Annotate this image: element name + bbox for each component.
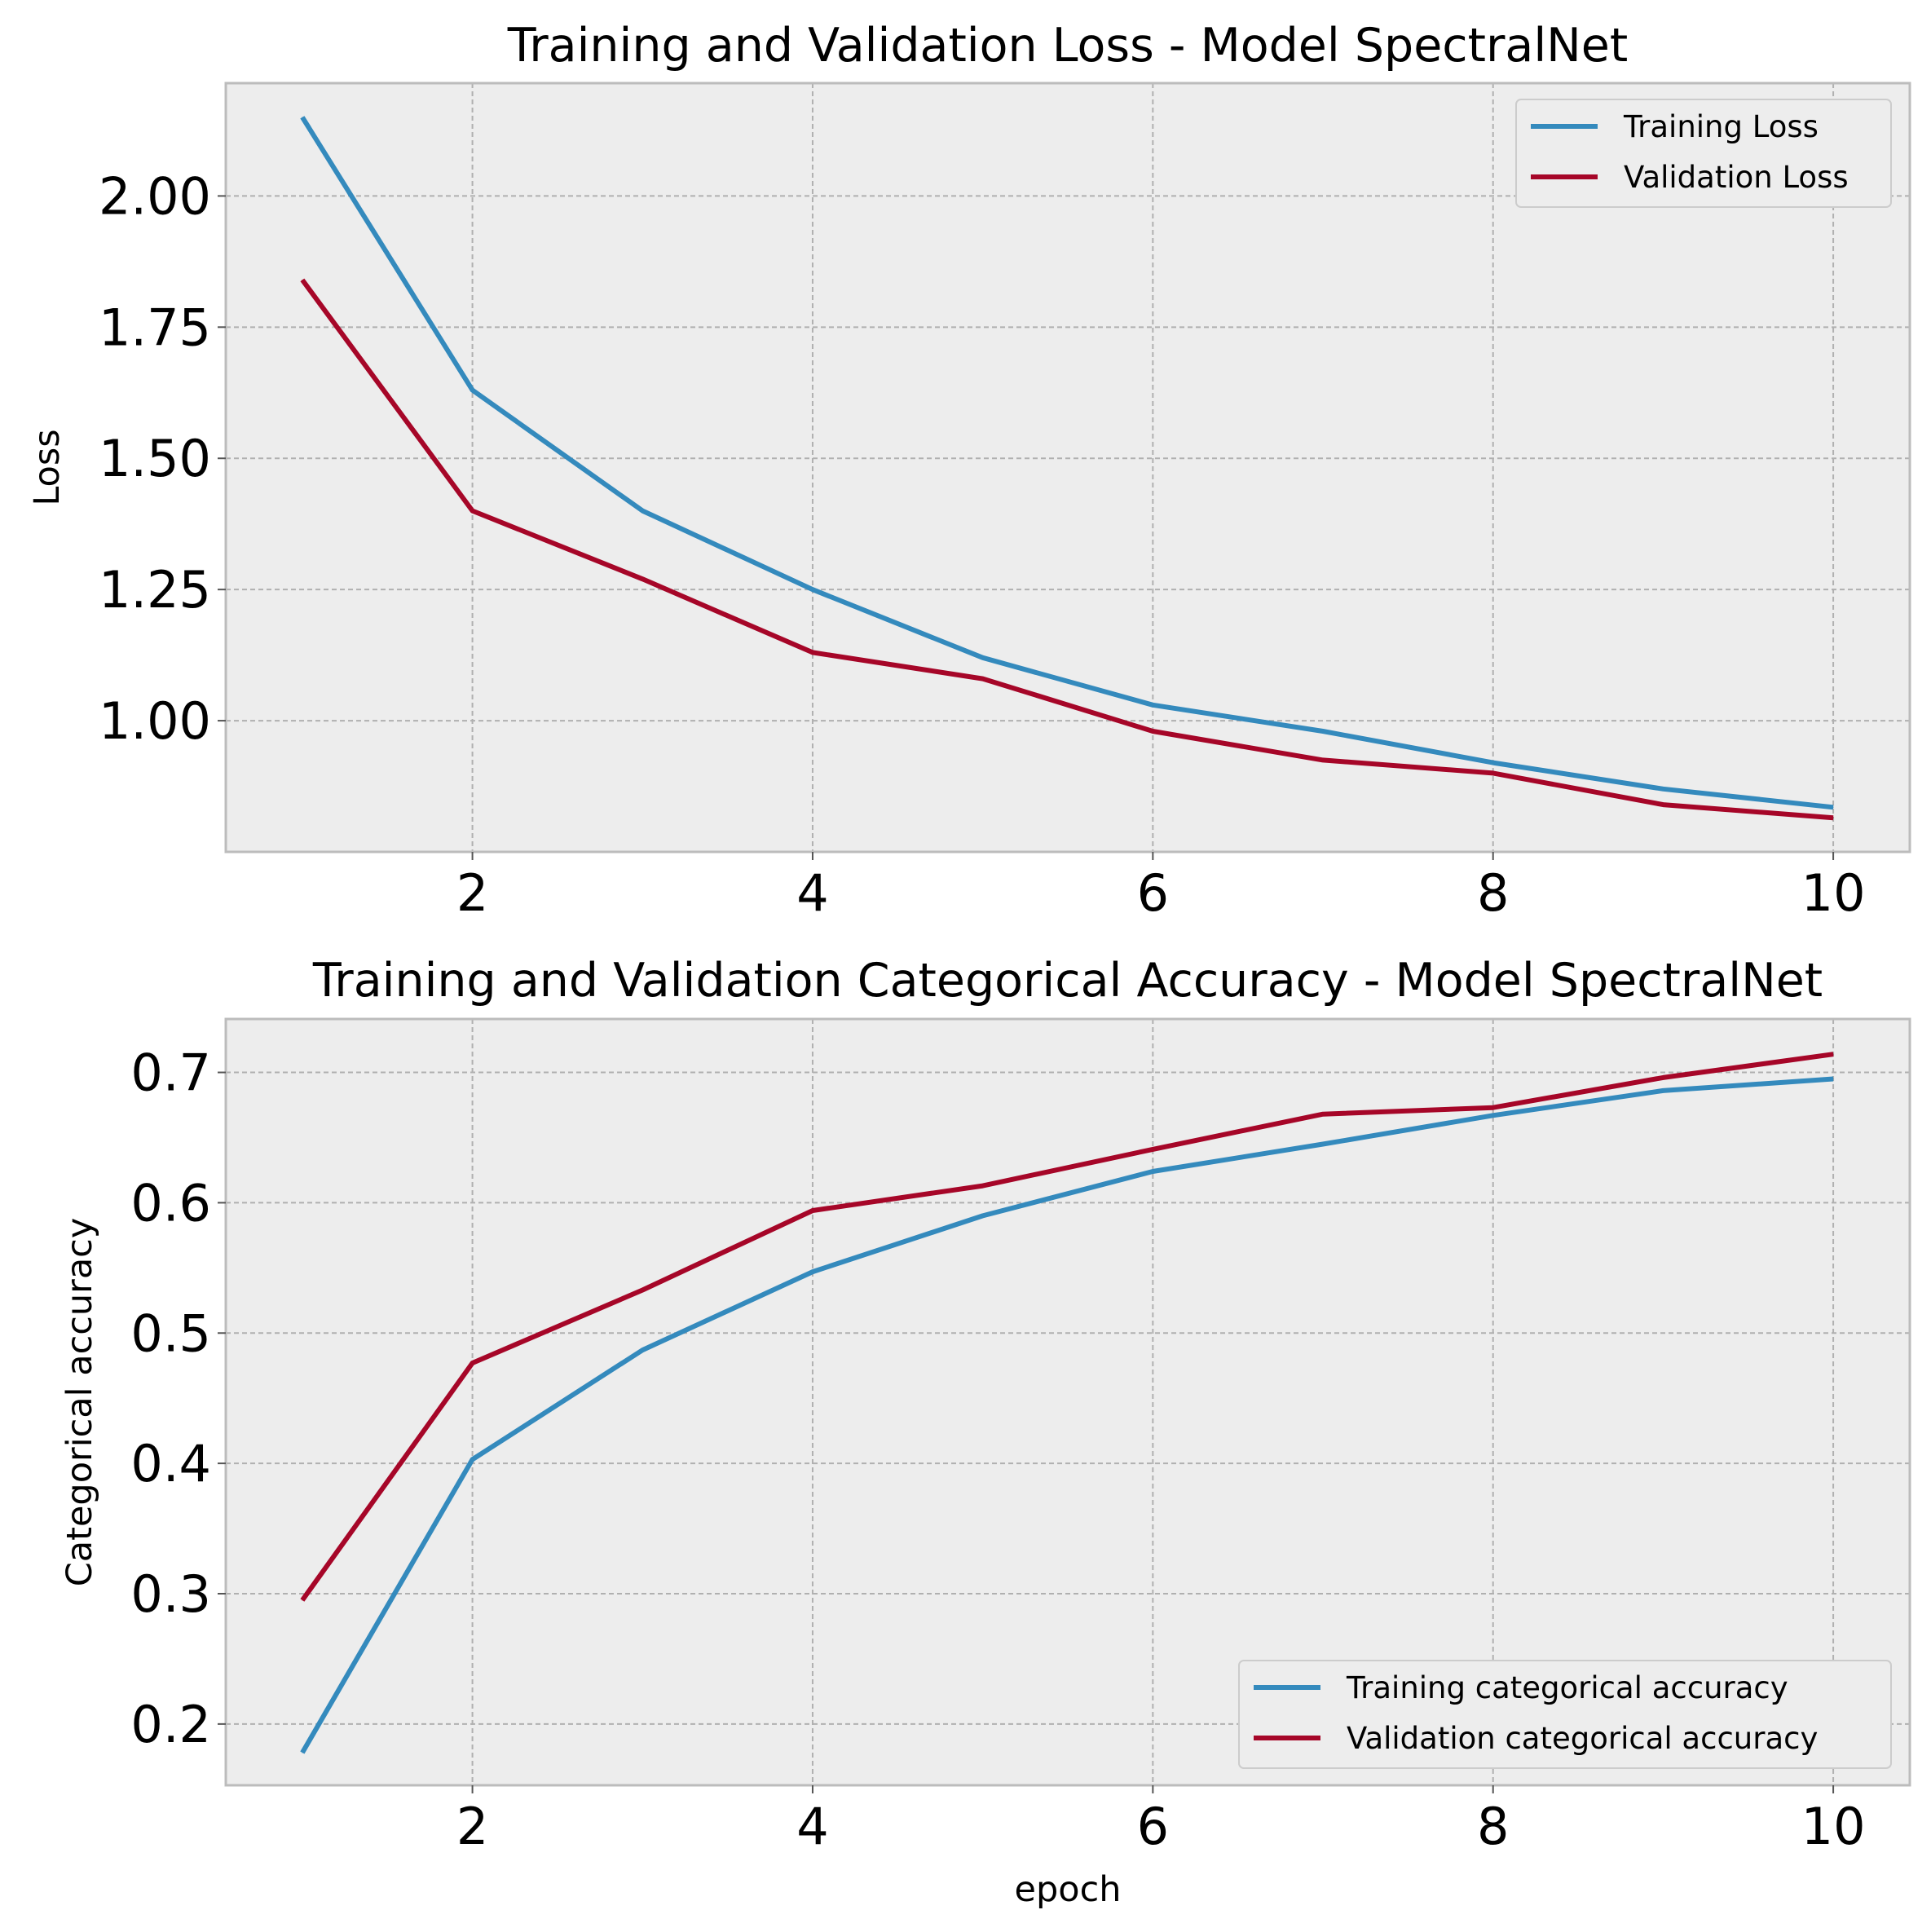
loss-data-point-validation (982, 678, 984, 680)
loss-legend-label: Validation Loss (1624, 160, 1849, 195)
loss-data-point-training (641, 510, 643, 512)
loss-data-point-training (1832, 806, 1834, 808)
accuracy-data-point-training (982, 1215, 984, 1216)
loss-data-point-training (1662, 788, 1664, 790)
loss-chart: 2 4 6 8 10 1.00 1.25 1.50 1.75 2.00 Training and V… (27, 19, 1911, 923)
accuracy-data-point-validation (472, 1362, 474, 1364)
accuracy-series-line-training (300, 1076, 1834, 1754)
accuracy-y-tick-label: 0.3 (130, 1564, 211, 1624)
accuracy-x-tick-label: 4 (796, 1797, 828, 1856)
accuracy-chart: 2 4 6 8 10 0.2 0.3 0.4 0.5 0.6 0.7 Training and Val… (60, 954, 1911, 1910)
accuracy-data-point-training (1832, 1078, 1834, 1080)
accuracy-data-point-validation (1832, 1053, 1834, 1055)
accuracy-legend-box (1238, 1660, 1892, 1769)
accuracy-y-tick-label: 0.7 (130, 1043, 211, 1103)
loss-chart-title: Training and Validation Loss - Model Spe… (507, 19, 1628, 73)
accuracy-data-point-training (812, 1271, 813, 1273)
loss-data-point-training (982, 657, 984, 659)
loss-y-tick-label: 2.00 (99, 166, 211, 226)
loss-frame (224, 82, 1911, 854)
loss-y-tick-label: 1.25 (99, 560, 211, 620)
accuracy-legend-label: Validation categorical accuracy (1347, 1721, 1818, 1756)
loss-data-point-training (1492, 762, 1494, 764)
accuracy-y-tick-label: 0.5 (130, 1303, 211, 1363)
loss-data-point-validation (472, 510, 474, 512)
loss-data-point-training (812, 589, 813, 590)
accuracy-y-tick-label: 0.4 (130, 1434, 211, 1493)
accuracy-y-tick-label: 0.2 (130, 1695, 211, 1754)
accuracy-y-tick-label: 0.6 (130, 1173, 211, 1233)
accuracy-data-point-training (1492, 1114, 1494, 1116)
accuracy-frame (224, 1017, 1911, 1787)
loss-data-point-validation (1322, 759, 1324, 761)
loss-x-tick-label: 8 (1477, 863, 1509, 923)
loss-x-tick-label: 6 (1137, 863, 1169, 923)
accuracy-legend-label: Training categorical accuracy (1346, 1670, 1788, 1705)
loss-series-line-training (300, 116, 1834, 810)
loss-legend-label: Training Loss (1623, 109, 1819, 144)
loss-x-tick-label: 10 (1801, 863, 1866, 923)
accuracy-data-point-training (472, 1458, 474, 1460)
accuracy-data-point-validation (1492, 1107, 1494, 1109)
accuracy-plot-area (226, 1019, 1910, 1785)
accuracy-series-line-validation (300, 1052, 1834, 1602)
accuracy-y-axis-label: Categorical accuracy (60, 1218, 100, 1587)
accuracy-data-point-validation (1662, 1077, 1664, 1078)
accuracy-data-point-validation (982, 1185, 984, 1187)
accuracy-data-point-training (1662, 1090, 1664, 1092)
loss-series-line-validation (300, 278, 1834, 821)
loss-x-tick-label: 2 (456, 863, 488, 923)
loss-y-tick-label: 1.75 (99, 298, 211, 357)
accuracy-x-tick-label: 6 (1137, 1797, 1169, 1856)
accuracy-x-tick-label: 8 (1477, 1797, 1509, 1856)
loss-data-point-validation (1492, 772, 1494, 774)
accuracy-x-axis-label: epoch (1015, 1869, 1122, 1910)
loss-legend: Training Loss Validation Loss (1515, 99, 1892, 208)
loss-data-point-validation (641, 578, 643, 580)
accuracy-data-point-training (1322, 1143, 1324, 1145)
loss-y-tick-label: 1.50 (99, 429, 211, 488)
loss-x-tick-label: 4 (796, 863, 828, 923)
loss-data-point-validation (812, 651, 813, 653)
accuracy-x-tick-label: 2 (456, 1797, 488, 1856)
loss-legend-box (1515, 99, 1892, 208)
accuracy-x-tick-label: 10 (1801, 1797, 1866, 1856)
loss-data-point-training (1322, 730, 1324, 732)
loss-y-axis-label: Loss (27, 429, 68, 505)
loss-plot-area (226, 83, 1910, 852)
accuracy-data-point-training (641, 1349, 643, 1351)
accuracy-chart-title: Training and Validation Categorical Accu… (312, 954, 1823, 1008)
accuracy-legend: Training categorical accuracy Validation … (1238, 1660, 1892, 1769)
loss-y-tick-label: 1.00 (99, 691, 211, 751)
